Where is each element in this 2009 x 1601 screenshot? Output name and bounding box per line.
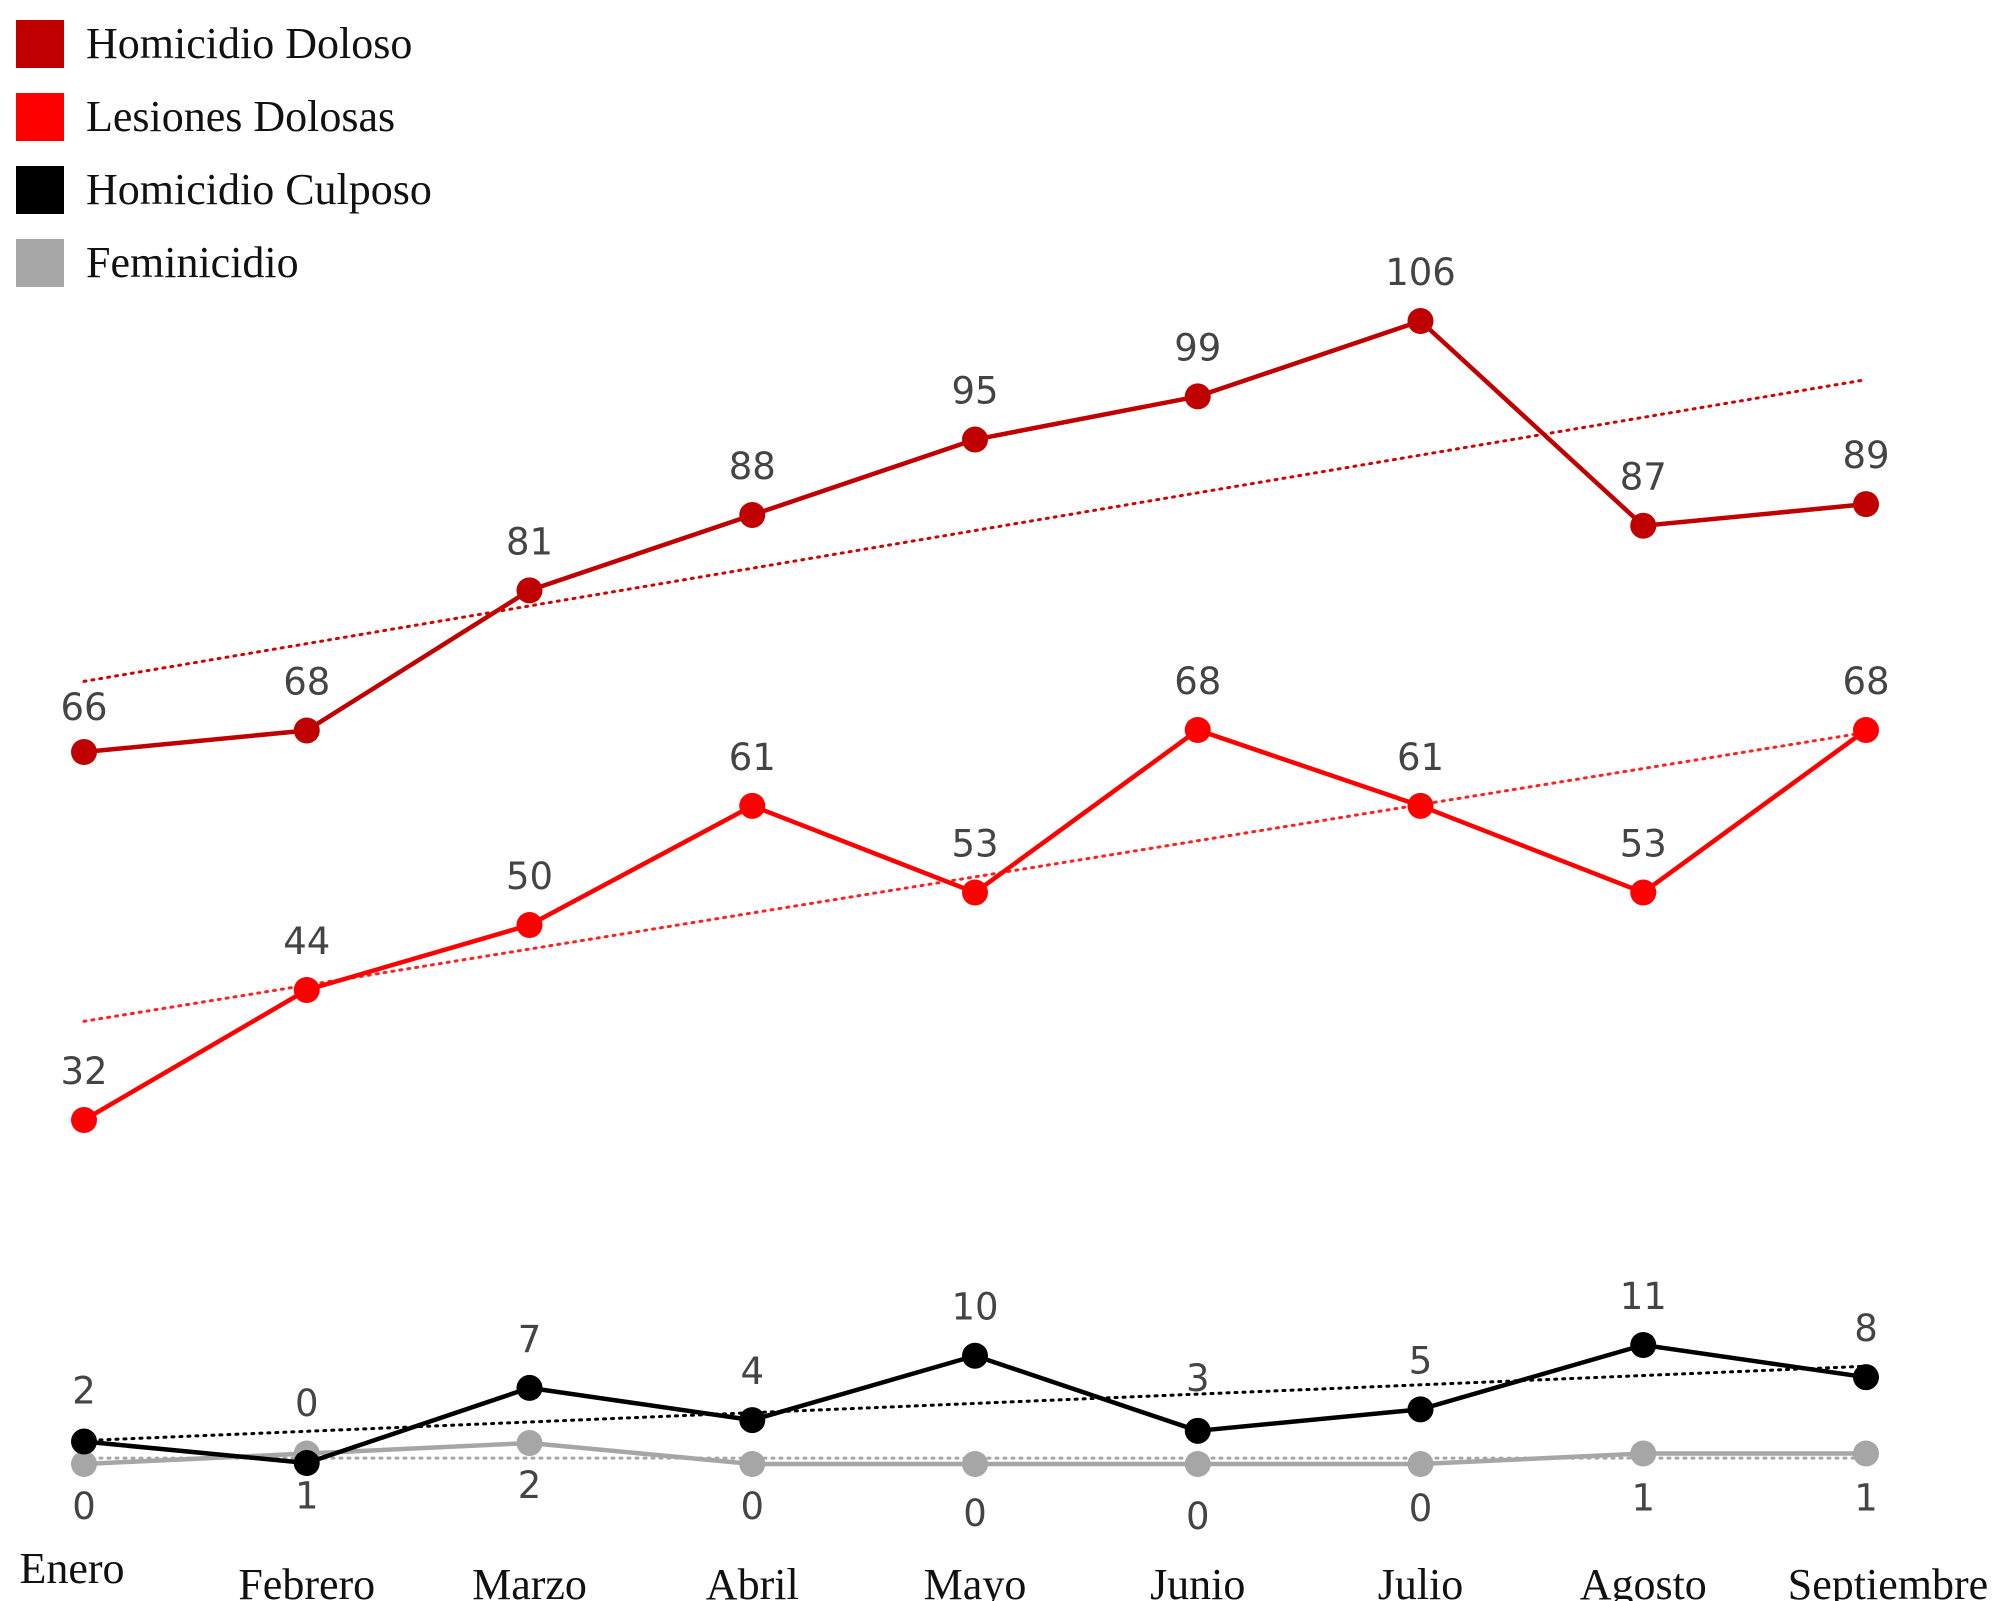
data-point [1407,1451,1434,1477]
data-label: 68 [283,660,330,703]
x-tick-label: Septiembre [1788,1560,1988,1601]
data-point [516,1430,543,1456]
data-point [739,1451,766,1477]
data-label: 61 [729,736,776,779]
data-label: 68 [1842,660,1889,703]
data-point [293,977,320,1003]
legend-swatch [16,20,64,68]
data-label: 81 [506,520,553,563]
data-point [1184,1417,1211,1444]
data-label: 106 [1385,251,1456,294]
data-point [293,1450,320,1476]
data-label: 3 [1186,1357,1210,1400]
legend-label: Homicidio Culposo [86,165,432,214]
data-label: 8 [1854,1307,1878,1350]
trendline [82,730,1868,1023]
data-label: 0 [1186,1495,1210,1538]
data-point [1853,1440,1879,1467]
data-point [71,1107,97,1133]
series-line [82,727,1868,1122]
data-point [1407,792,1434,819]
data-label: 2 [518,1464,542,1507]
data-label: 0 [740,1485,764,1528]
data-point [1853,1364,1879,1391]
data-point [739,792,766,819]
trendline [82,1364,1868,1443]
data-label: 95 [951,370,998,413]
x-tick-label: Abril [706,1560,799,1601]
data-point [739,501,766,528]
series-lesiones-dolosas: 32 44 50 61 53 68 61 53 68 [60,660,1890,1133]
x-tick-label: Mayo [924,1560,1027,1601]
data-point [293,717,320,744]
data-label: 99 [1174,326,1221,369]
series-homicidio-culposo: 2 0 7 4 10 3 5 11 8 [71,1275,1879,1476]
data-point [71,1451,97,1477]
data-point [516,1374,543,1401]
data-label: 88 [729,445,776,488]
trendline [82,378,1868,683]
data-point [1630,512,1657,539]
x-tick-label: Junio [1150,1560,1245,1601]
data-label: 0 [72,1485,96,1528]
data-label: 10 [951,1286,998,1329]
data-point [1184,1451,1211,1477]
data-point [71,1428,97,1455]
data-point [1407,308,1434,334]
x-tick-label: Enero [19,1544,124,1593]
data-label: 89 [1842,434,1889,477]
legend-label: Feminicidio [86,238,299,287]
data-point [71,739,97,765]
data-point [1630,1440,1657,1467]
data-label: 0 [1409,1487,1433,1530]
data-point [962,1451,988,1477]
data-label: 0 [963,1492,987,1535]
data-label: 50 [506,855,553,898]
data-label: 2 [72,1370,96,1413]
data-label: 53 [1620,823,1667,866]
data-point [1630,879,1657,906]
data-label: 1 [1854,1477,1878,1520]
data-point [1184,383,1211,410]
data-label: 61 [1397,736,1444,779]
data-point [739,1407,766,1434]
data-point [516,577,543,604]
data-point [1853,717,1879,743]
data-point [962,426,988,453]
x-tick-label: Agosto [1580,1560,1707,1601]
data-label: 1 [1631,1477,1655,1520]
data-point [1407,1396,1434,1423]
data-label: 53 [951,823,998,866]
legend-label: Homicidio Doloso [86,19,413,68]
legend-label: Lesiones Dolosas [86,92,396,141]
data-point [962,1342,988,1369]
data-label: 66 [60,686,107,729]
data-point [516,912,543,938]
data-point [962,879,988,906]
x-tick-label: Marzo [472,1560,587,1601]
x-tick-label: Julio [1378,1560,1464,1601]
data-label: 4 [740,1350,764,1393]
data-label: 7 [518,1318,542,1361]
data-label: 11 [1620,1275,1667,1318]
legend-swatch [16,239,64,287]
legend-swatch [16,166,64,214]
data-label: 32 [60,1050,107,1093]
data-label: 87 [1620,456,1667,499]
data-label: 68 [1174,660,1221,703]
data-point [1853,491,1879,518]
data-label: 0 [295,1382,319,1425]
data-label: 44 [283,920,330,963]
series-homicidio-doloso: 66 68 81 88 95 99 106 87 89 [60,251,1890,765]
x-tick-label: Febrero [238,1560,375,1601]
legend-swatch [16,93,64,141]
data-point [1630,1332,1657,1358]
data-point [1184,717,1211,743]
data-label: 1 [295,1475,319,1518]
data-label: 5 [1409,1339,1433,1382]
series-feminicidio: 0 1 2 0 0 0 0 1 1 [71,1430,1879,1538]
